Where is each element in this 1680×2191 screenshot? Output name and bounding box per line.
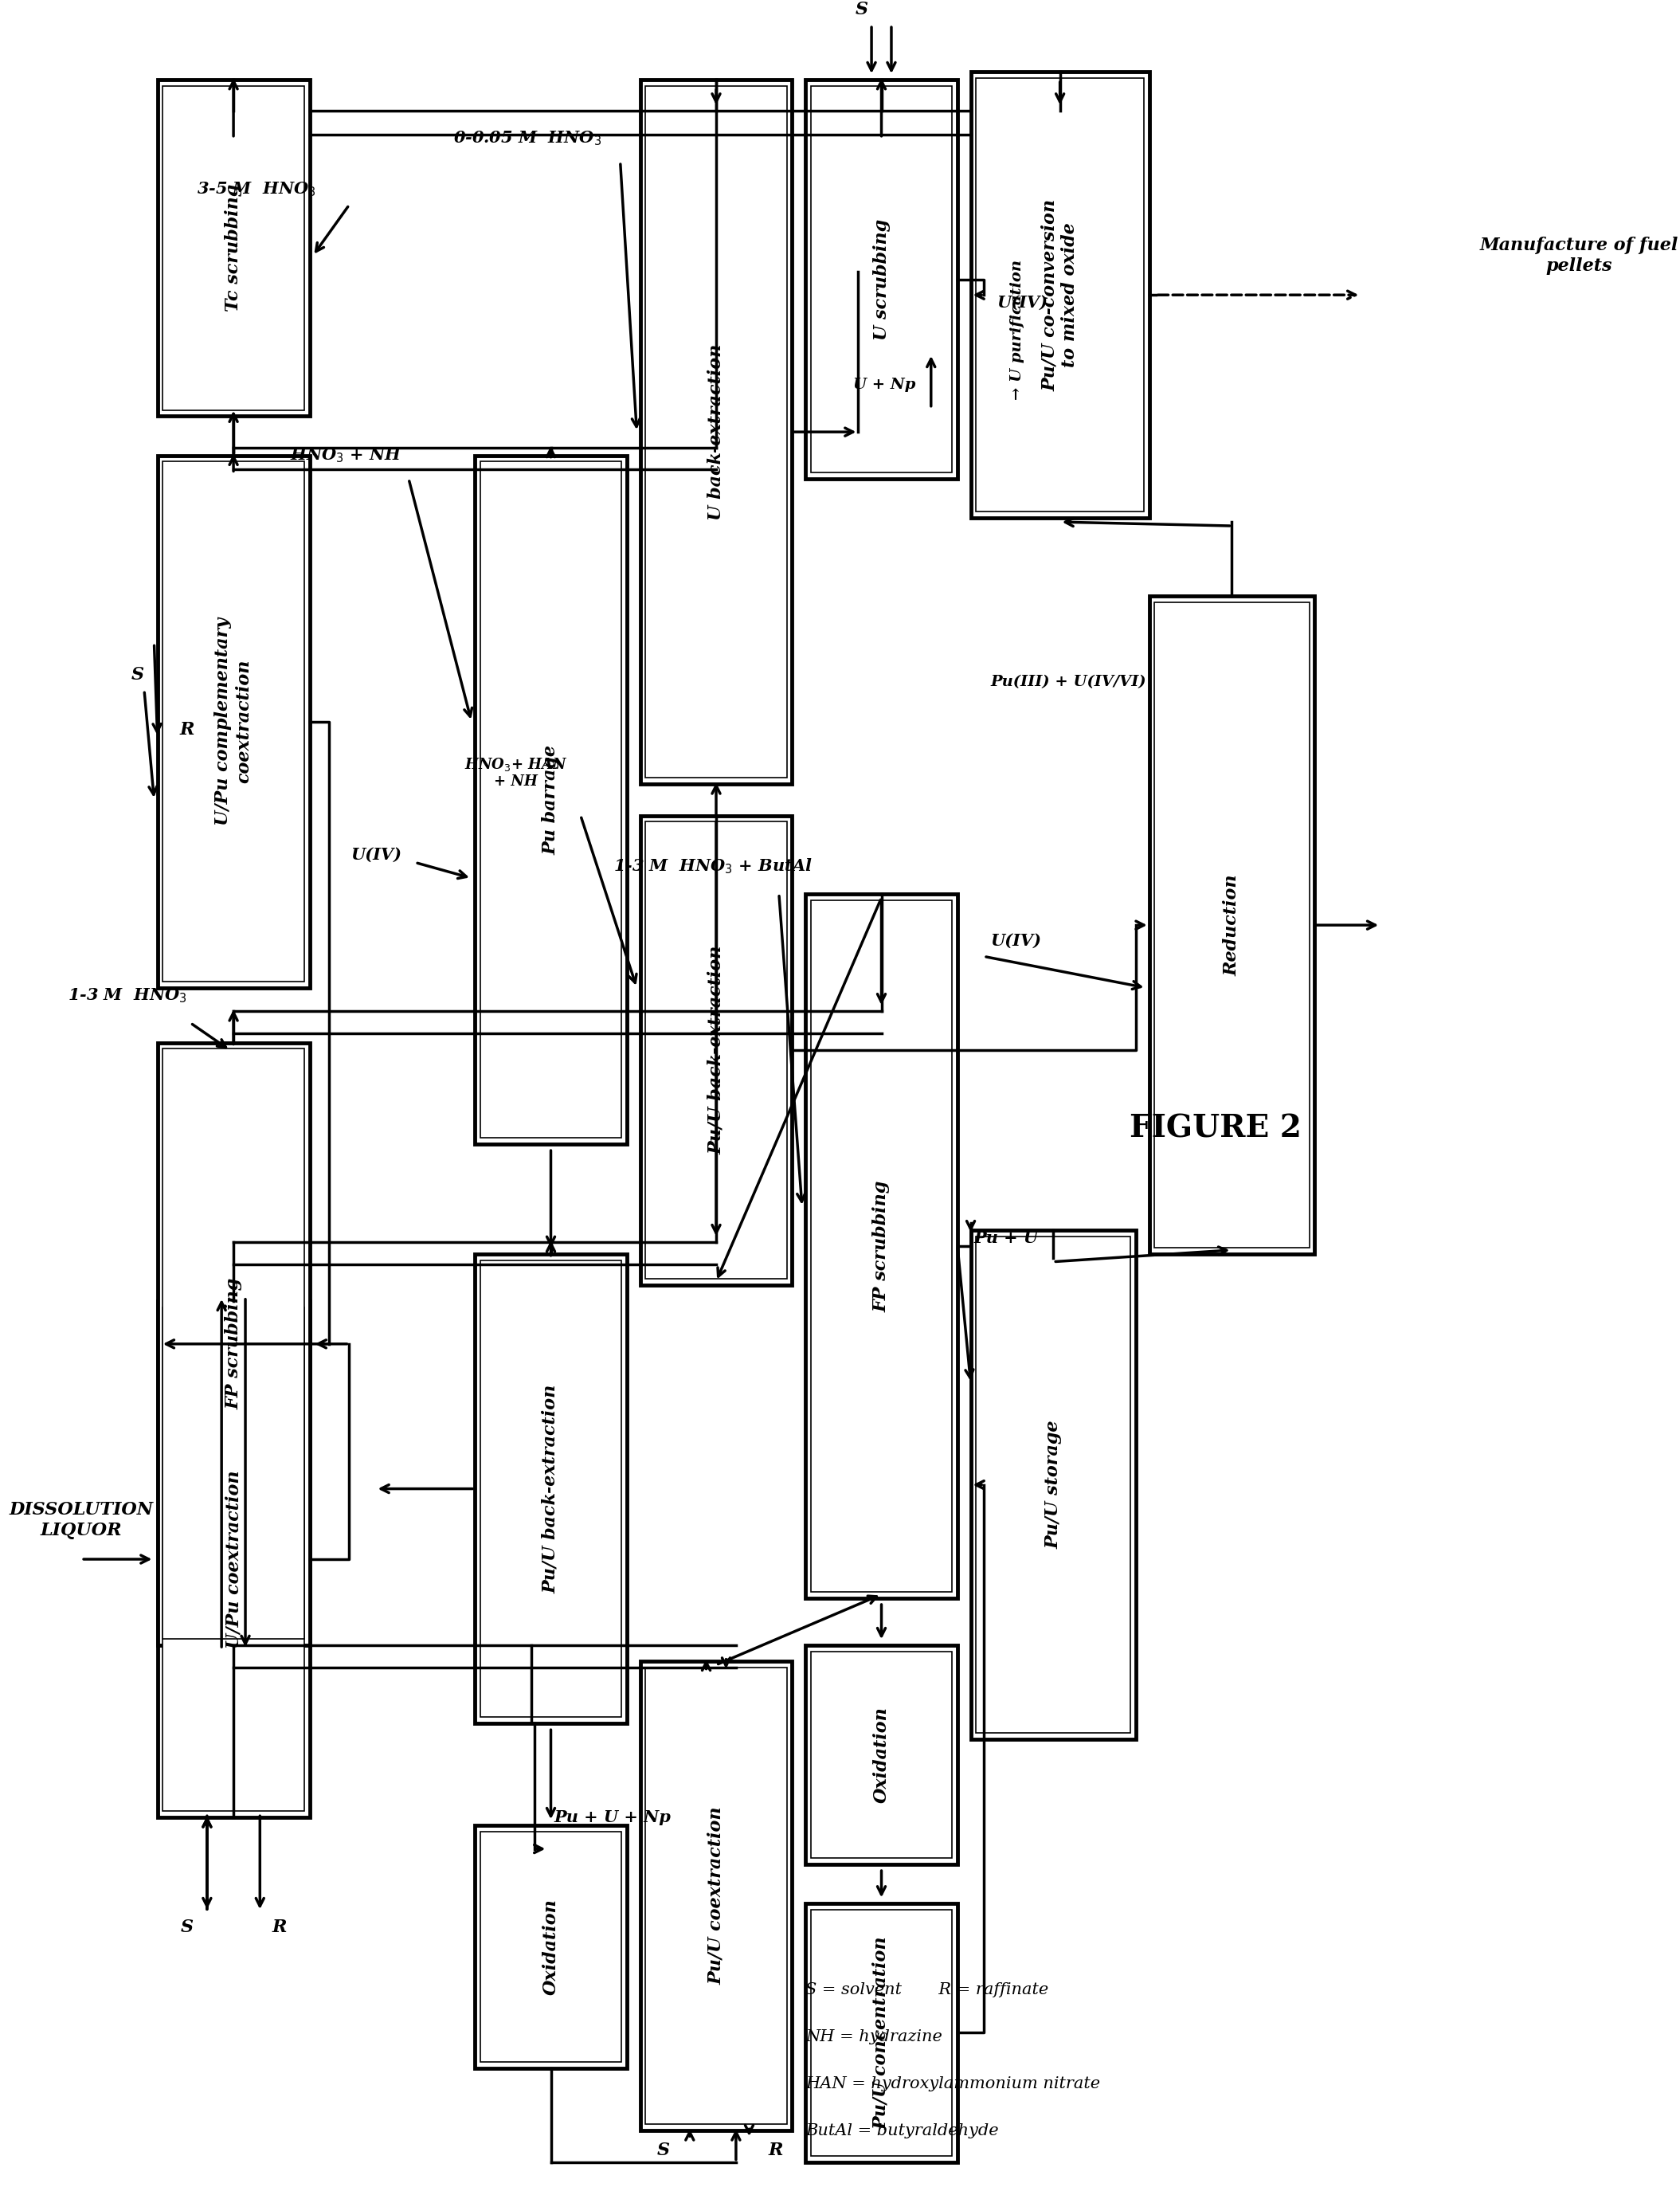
Bar: [971, 1231, 1136, 1740]
Bar: [971, 72, 1149, 517]
Text: Manufacture of fuel
pellets: Manufacture of fuel pellets: [1480, 237, 1678, 274]
Bar: [158, 79, 309, 416]
Bar: [640, 815, 793, 1286]
Bar: [163, 1308, 304, 1812]
Text: Pu + U: Pu + U: [974, 1231, 1038, 1247]
Text: Pu/U coextraction: Pu/U coextraction: [707, 1808, 724, 1985]
Text: U/Pu complementary
coextraction: U/Pu complementary coextraction: [215, 618, 252, 826]
Text: Pu/U back-extraction: Pu/U back-extraction: [543, 1385, 559, 1593]
Bar: [805, 1645, 958, 1865]
Text: FP scrubbing: FP scrubbing: [225, 1277, 242, 1409]
Text: Pu/U back-extraction: Pu/U back-extraction: [707, 947, 724, 1155]
Bar: [811, 901, 953, 1593]
Text: HAN = hydroxylammonium nitrate: HAN = hydroxylammonium nitrate: [805, 2077, 1100, 2090]
Text: S = solvent       R = raffinate: S = solvent R = raffinate: [805, 1983, 1048, 1998]
Text: DISSOLUTION
LIQUOR: DISSOLUTION LIQUOR: [10, 1501, 153, 1538]
Bar: [158, 1301, 309, 1819]
Text: U back-extraction: U back-extraction: [707, 344, 724, 519]
Text: 1-3 M  HNO$_3$: 1-3 M HNO$_3$: [67, 986, 188, 1006]
Bar: [976, 79, 1144, 513]
Bar: [475, 1825, 627, 2068]
Text: S: S: [131, 666, 144, 684]
Bar: [645, 85, 786, 778]
Text: U(IV): U(IV): [998, 296, 1048, 311]
Text: Oxidation: Oxidation: [543, 1900, 559, 1994]
Text: → U purification: → U purification: [1010, 261, 1025, 401]
Bar: [480, 462, 622, 1137]
Bar: [1154, 603, 1309, 1247]
Bar: [475, 456, 627, 1144]
Bar: [811, 1652, 953, 1858]
Bar: [640, 1661, 793, 2130]
Bar: [805, 894, 958, 1599]
Bar: [811, 85, 953, 473]
Bar: [163, 1049, 304, 1639]
Text: U(IV): U(IV): [991, 933, 1042, 949]
Text: S: S: [181, 1919, 193, 1937]
Bar: [158, 456, 309, 988]
Text: HNO$_3$+ HAN
+ NH: HNO$_3$+ HAN + NH: [464, 756, 568, 789]
Text: NH = hydrazine: NH = hydrazine: [805, 2029, 942, 2044]
Bar: [163, 462, 304, 982]
Bar: [480, 1832, 622, 2062]
Bar: [645, 1667, 786, 2125]
Text: 3-5 M  HNO$_3$: 3-5 M HNO$_3$: [197, 180, 316, 197]
Bar: [645, 822, 786, 1280]
Bar: [1149, 596, 1314, 1253]
Text: Pu(III) + U(IV/VI): Pu(III) + U(IV/VI): [991, 675, 1146, 690]
Text: R: R: [272, 1919, 287, 1937]
Bar: [805, 1904, 958, 2163]
Text: Tc scrubbing: Tc scrubbing: [225, 184, 242, 311]
Bar: [811, 1911, 953, 2156]
Text: S: S: [855, 0, 869, 18]
Text: Pu barrage: Pu barrage: [543, 745, 559, 854]
Text: Pu/U storage: Pu/U storage: [1045, 1420, 1062, 1549]
Bar: [163, 85, 304, 410]
Text: S: S: [657, 2141, 670, 2158]
Text: FP scrubbing: FP scrubbing: [872, 1181, 890, 1312]
Text: Pu/U concentration: Pu/U concentration: [872, 1937, 890, 2130]
Text: Pu/U co-conversion
to mixed oxide: Pu/U co-conversion to mixed oxide: [1042, 199, 1079, 390]
Text: Reduction: Reduction: [1223, 874, 1240, 975]
Bar: [475, 1253, 627, 1724]
Text: 1-3 M  HNO$_3$ + ButAl: 1-3 M HNO$_3$ + ButAl: [613, 857, 813, 876]
Text: Pu + U + Np: Pu + U + Np: [554, 1810, 670, 1825]
Text: U(IV): U(IV): [351, 846, 402, 863]
Bar: [158, 1043, 309, 1645]
Bar: [805, 79, 958, 480]
Text: HNO$_3$ + NH: HNO$_3$ + NH: [289, 447, 402, 464]
Text: R: R: [768, 2141, 783, 2158]
Text: U + Np: U + Np: [853, 377, 916, 392]
Bar: [976, 1236, 1131, 1733]
Text: FIGURE 2: FIGURE 2: [1129, 1113, 1302, 1144]
Text: Oxidation: Oxidation: [872, 1707, 890, 1803]
Bar: [480, 1260, 622, 1718]
Text: R: R: [180, 721, 195, 738]
Text: 0-0.05 M  HNO$_3$: 0-0.05 M HNO$_3$: [454, 129, 601, 147]
Text: ButAl = butyraldehyde: ButAl = butyraldehyde: [805, 2123, 998, 2138]
Text: U scrubbing: U scrubbing: [872, 219, 890, 340]
Text: U/Pu coextraction: U/Pu coextraction: [225, 1470, 242, 1648]
Bar: [640, 79, 793, 784]
